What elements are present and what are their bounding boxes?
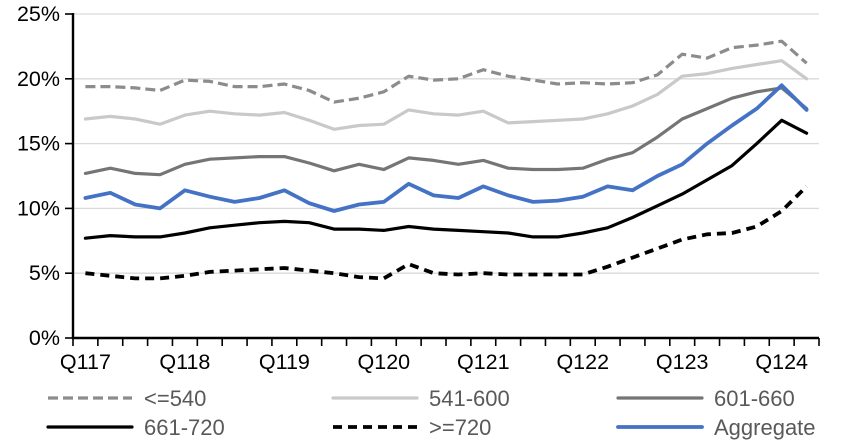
- y-tick-label: 25%: [17, 2, 60, 26]
- y-tick-label: 10%: [17, 196, 60, 220]
- x-tick-label: Q124: [755, 350, 808, 374]
- series-line-661-720: [83, 118, 809, 240]
- series-line-ge-720: [85, 185, 808, 281]
- x-tick-label: Q117: [60, 350, 111, 374]
- series-line-601-660: [83, 86, 809, 177]
- y-tick-label: 5%: [29, 261, 60, 285]
- legend-label-601-660: 601-660: [714, 386, 795, 411]
- y-tick-label: 0%: [29, 326, 60, 350]
- x-tick-label: Q123: [656, 350, 709, 374]
- legend-label-ge-720: >=720: [429, 415, 491, 440]
- legend-label-541-600: 541-600: [429, 386, 510, 411]
- series-line-aggregate: [83, 83, 809, 213]
- legend-label-661-720: 661-720: [144, 415, 225, 440]
- x-tick-label: Q120: [358, 350, 411, 374]
- series-line-le-540: [85, 39, 808, 104]
- series-line-541-600: [83, 59, 809, 131]
- x-tick-label: Q118: [159, 350, 210, 374]
- x-tick-label: Q122: [556, 350, 609, 374]
- x-tick-label: Q119: [259, 350, 310, 374]
- x-tick-label: Q121: [457, 350, 510, 374]
- legend-label-le-540: <=540: [144, 386, 206, 411]
- y-tick-label: 20%: [17, 67, 60, 91]
- y-tick-label: 15%: [17, 132, 60, 156]
- legend-label-aggregate: Aggregate: [714, 415, 816, 440]
